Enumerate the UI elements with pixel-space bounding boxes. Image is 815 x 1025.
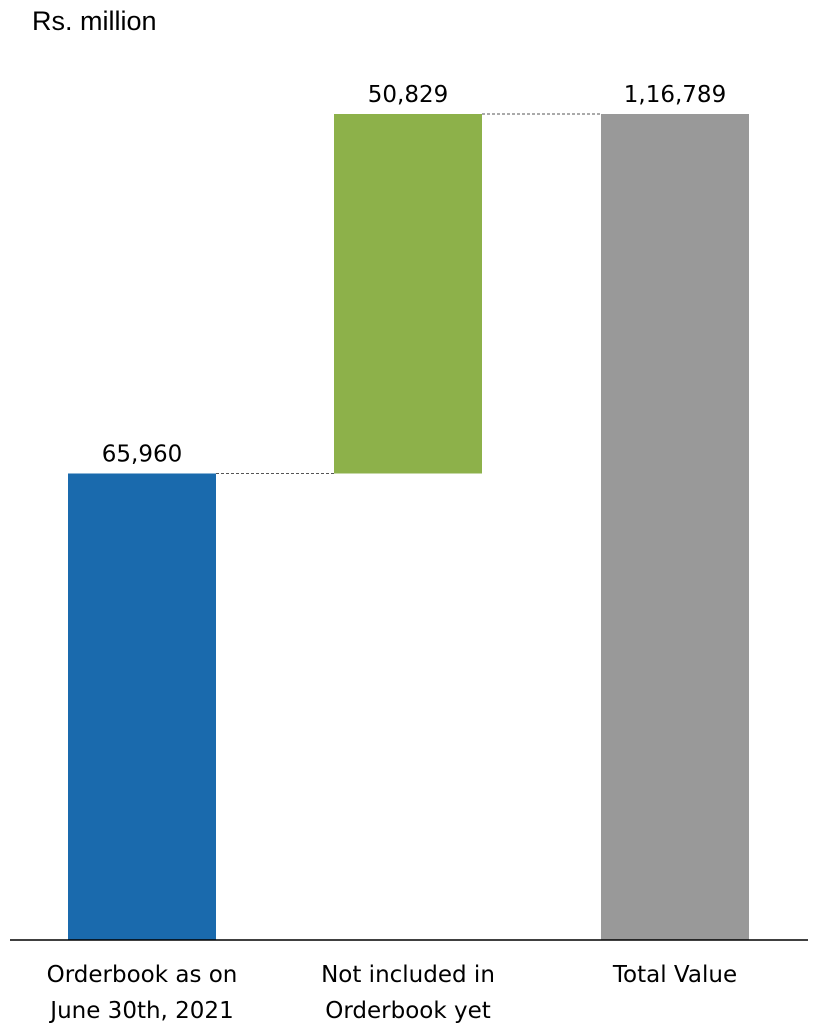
category-label: Not included in Orderbook yet — [321, 962, 495, 1024]
category-label: Total Value — [612, 962, 737, 988]
value-label: 1,16,789 — [624, 82, 726, 108]
value-label: 50,829 — [368, 82, 448, 108]
bar-total — [601, 114, 749, 940]
category-label: Orderbook as on June 30th, 2021 — [47, 962, 238, 1024]
bar-start — [68, 473, 216, 940]
unit-label: Rs. million — [32, 6, 157, 36]
bar-increase — [334, 114, 482, 474]
value-label: 65,960 — [102, 441, 182, 467]
